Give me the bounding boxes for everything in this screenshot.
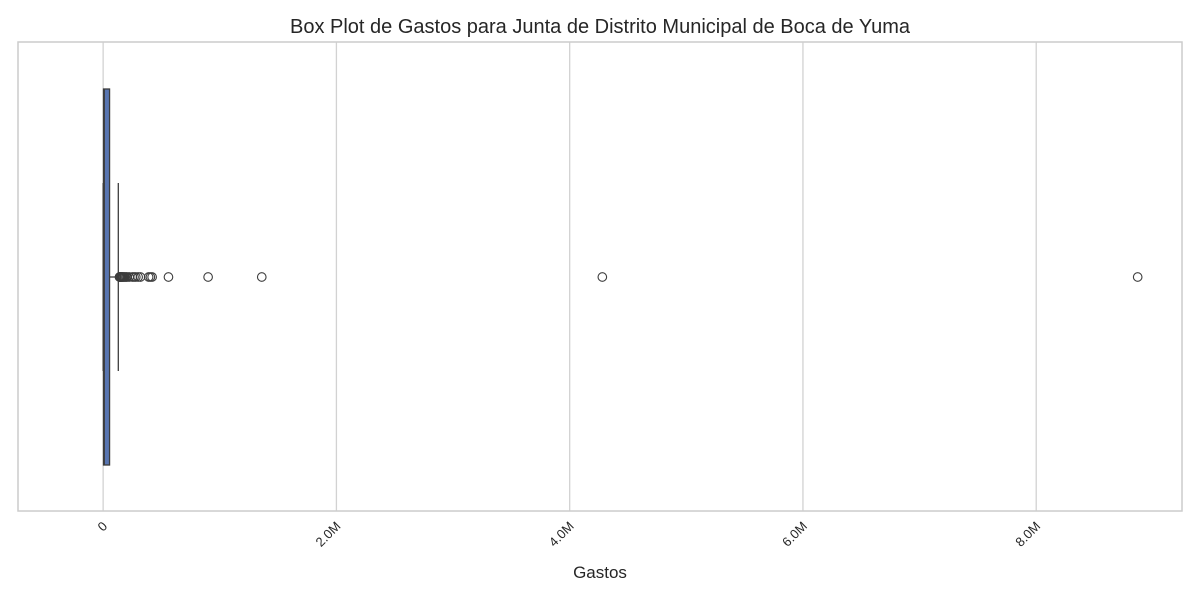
x-axis-label: Gastos xyxy=(573,563,627,582)
x-tick-label: 4.0M xyxy=(546,519,577,550)
outlier-points xyxy=(114,272,1143,282)
outlier-point xyxy=(203,272,213,282)
outlier-point xyxy=(130,272,141,282)
outlier-point xyxy=(597,272,608,282)
gridlines xyxy=(102,42,1037,511)
outlier-point xyxy=(163,272,174,282)
chart-title: Box Plot de Gastos para Junta de Distrit… xyxy=(290,16,911,38)
outlier-point xyxy=(147,272,157,282)
x-tick-label: 0 xyxy=(95,519,111,535)
x-tick-label: 6.0M xyxy=(779,519,810,550)
outlier-point xyxy=(1132,272,1143,282)
outlier-point xyxy=(133,272,143,282)
x-axis-ticks: 0 2.0M 4.0M 6.0M 8.0M xyxy=(95,519,1044,550)
x-tick-label: 8.0M xyxy=(1012,519,1043,550)
outlier-point xyxy=(256,272,267,282)
x-tick-label: 2.0M xyxy=(312,519,343,550)
plot-area-frame xyxy=(17,41,1183,512)
iqr-box xyxy=(102,88,111,466)
